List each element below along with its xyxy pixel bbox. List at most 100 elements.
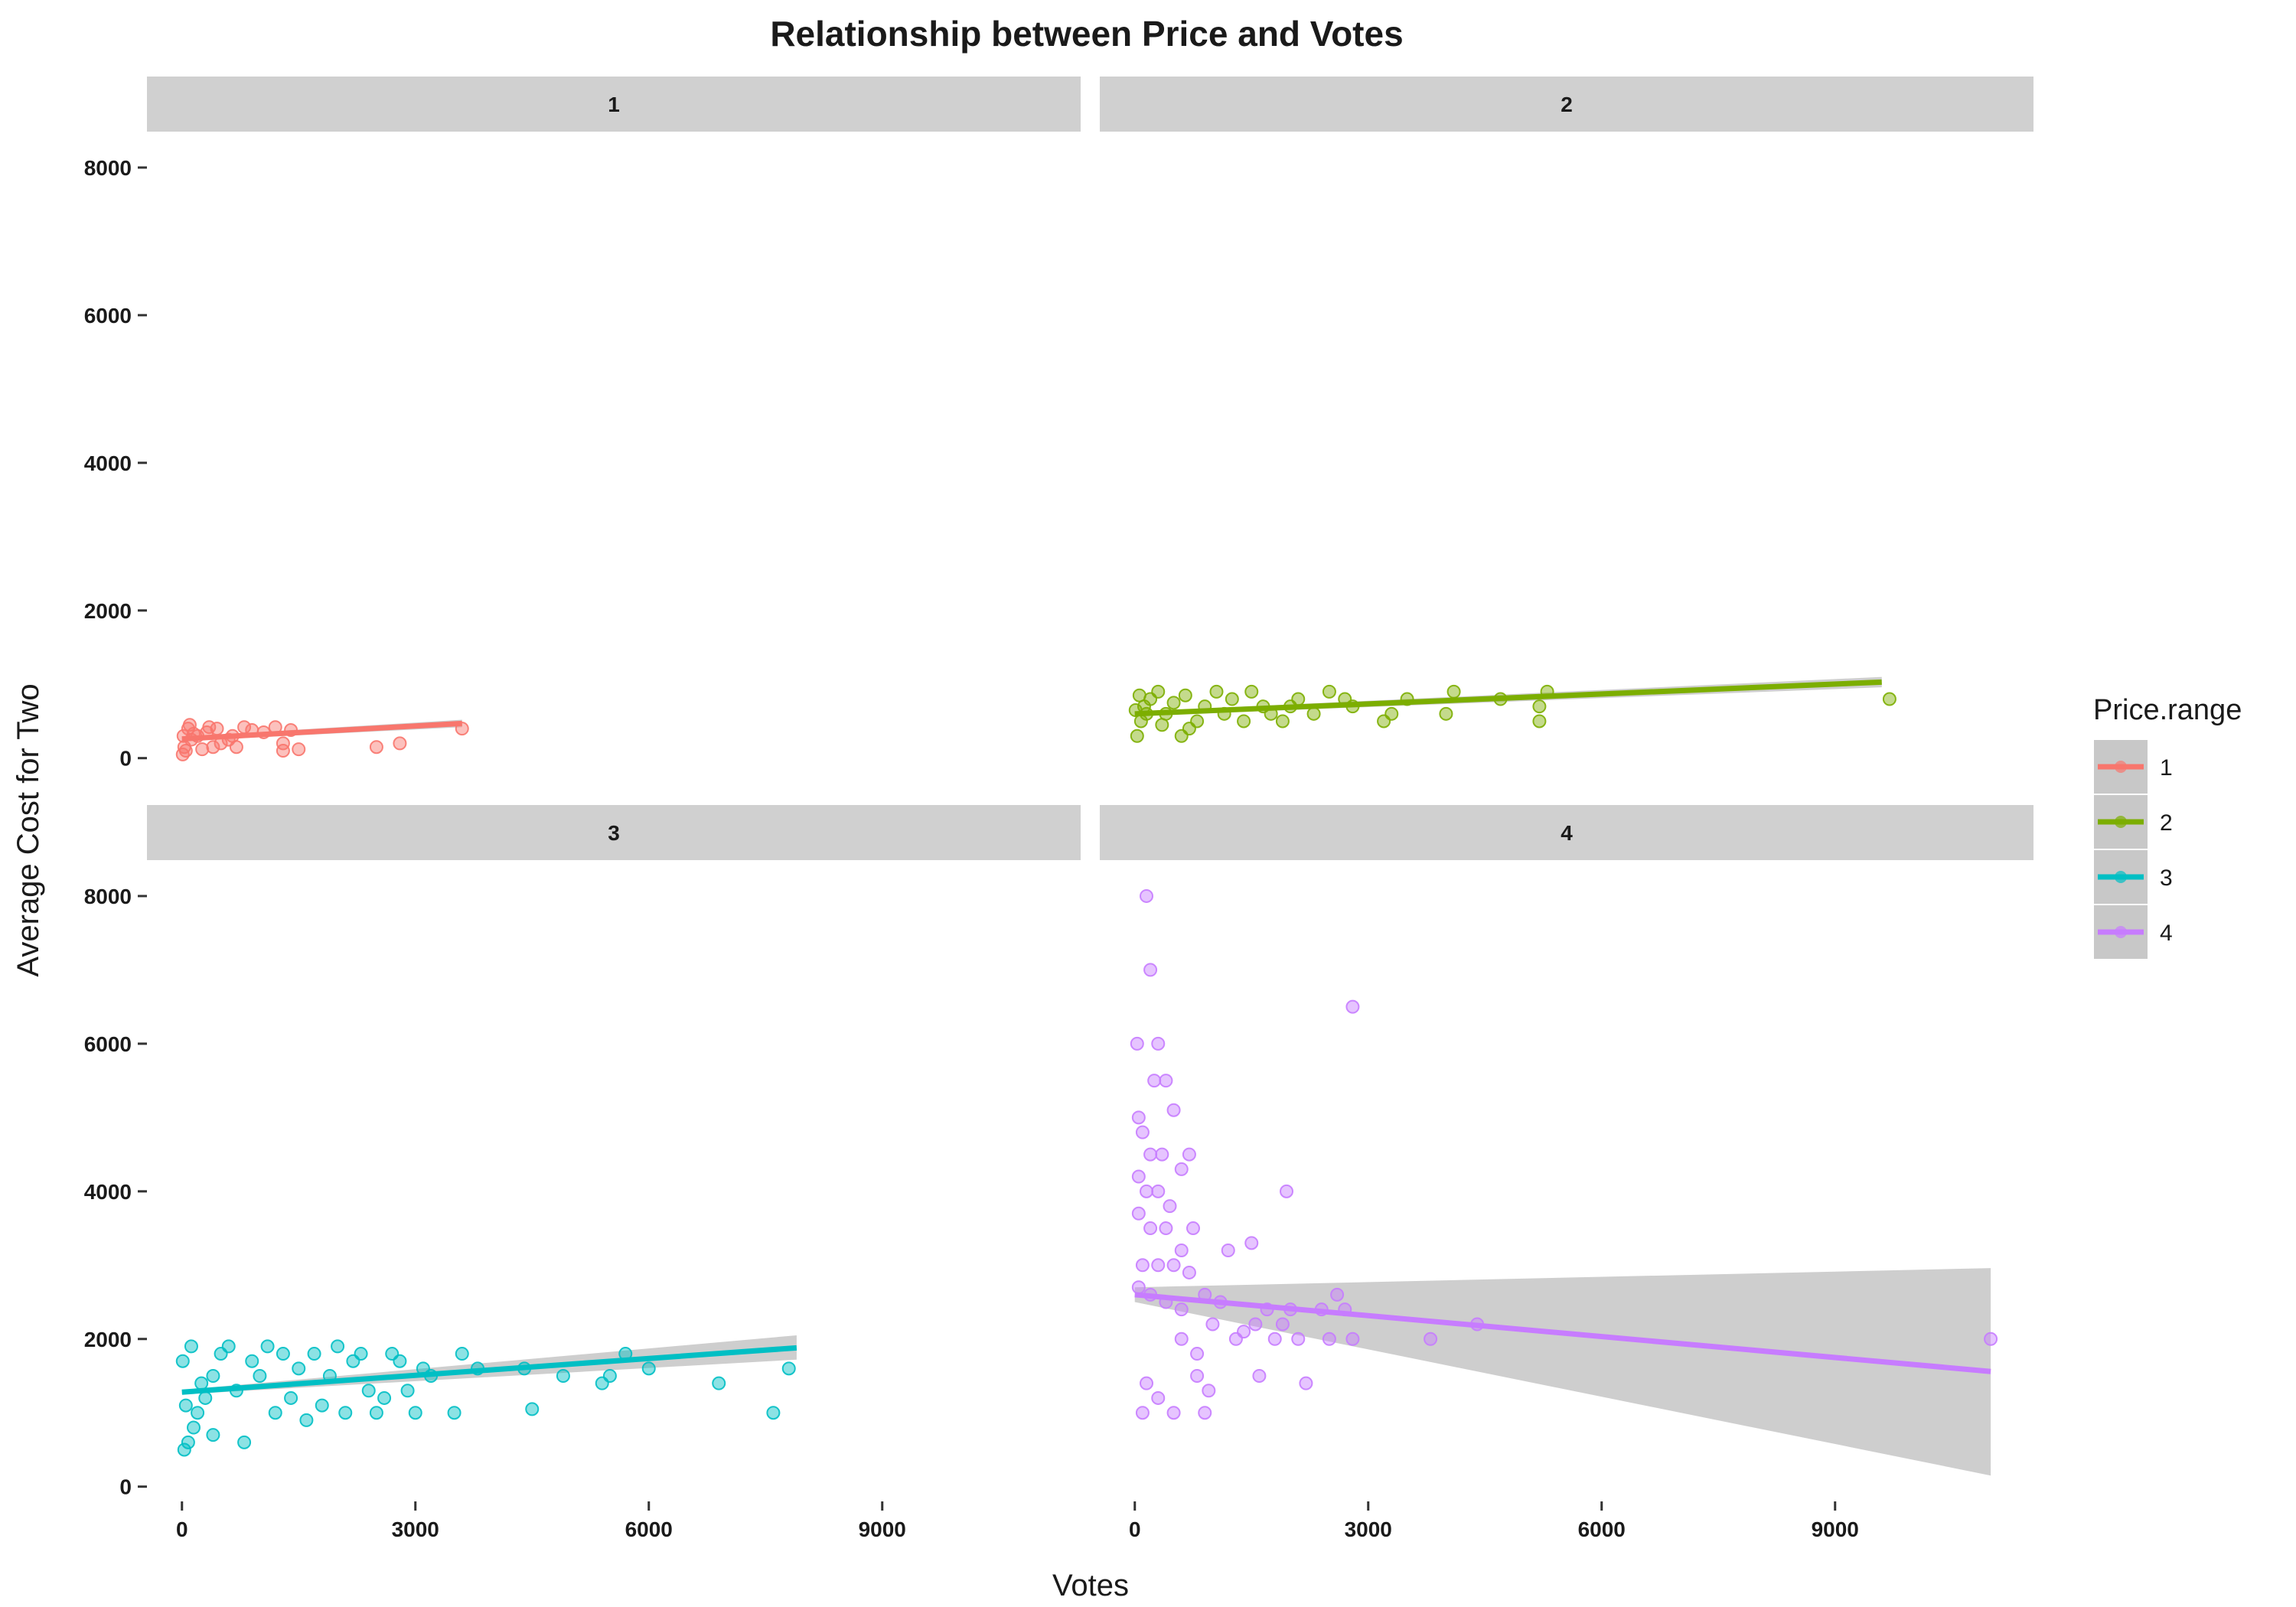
- legend-label: 4: [2160, 921, 2173, 946]
- data-point: [1140, 1184, 1153, 1198]
- facet-strip-label: 1: [608, 93, 620, 116]
- data-point: [1132, 688, 1146, 702]
- data-point: [237, 1435, 252, 1449]
- legend-key-point: [2115, 761, 2127, 773]
- data-point: [1131, 1169, 1146, 1184]
- data-point: [1130, 729, 1144, 743]
- data-point: [1174, 1332, 1189, 1346]
- data-point: [307, 1347, 321, 1361]
- data-point: [1143, 963, 1158, 977]
- data-point: [1439, 706, 1453, 721]
- confidence-band: [1134, 1268, 1991, 1476]
- data-point: [206, 1369, 220, 1383]
- data-point: [712, 1376, 726, 1390]
- data-point: [1131, 1280, 1146, 1295]
- data-point: [198, 1390, 213, 1405]
- y-tick-label: 0: [119, 1475, 132, 1499]
- facet-panel-4: 4: [1100, 805, 2033, 1476]
- data-point: [1190, 1347, 1205, 1361]
- data-point: [1244, 684, 1259, 699]
- facet-strip-label: 2: [1561, 93, 1573, 116]
- data-point: [206, 740, 220, 755]
- data-point: [1140, 888, 1153, 903]
- data-point: [361, 1384, 376, 1398]
- y-tick-label: 8000: [84, 885, 132, 908]
- data-point: [1532, 714, 1547, 729]
- data-point: [184, 1339, 198, 1354]
- axes: 0 2000 4000 6000 8000 0 2000 4000 6000 8000 0 3000 6…: [84, 156, 1859, 1541]
- data-point: [1174, 1302, 1189, 1317]
- data-point: [292, 742, 306, 757]
- data-point: [1190, 1369, 1205, 1383]
- facet-strip-label: 4: [1561, 821, 1573, 845]
- data-point: [1182, 1265, 1196, 1279]
- data-point: [1209, 684, 1224, 699]
- data-point: [377, 1390, 392, 1405]
- data-point: [393, 736, 407, 751]
- data-point: [1131, 1110, 1146, 1125]
- data-point: [1151, 1258, 1166, 1273]
- legend-label: 3: [2160, 865, 2173, 891]
- data-point: [1237, 714, 1251, 729]
- x-tick-label: 0: [176, 1517, 188, 1541]
- data-point: [1306, 706, 1321, 721]
- data-point: [175, 747, 190, 761]
- data-point: [1345, 999, 1360, 1014]
- data-point: [276, 744, 290, 758]
- y-axis-title: Average Cost for Two: [11, 683, 45, 976]
- facet-panels: 1 2 3 4: [147, 77, 2033, 1476]
- data-point: [1532, 699, 1547, 714]
- data-point: [1275, 1317, 1290, 1332]
- data-point: [1178, 688, 1192, 702]
- data-point: [1225, 692, 1239, 706]
- data-point: [1159, 1074, 1173, 1088]
- data-point: [408, 1406, 422, 1420]
- data-point: [181, 1435, 195, 1449]
- facet-strip: [1100, 805, 2033, 860]
- y-tick-label: 6000: [84, 304, 132, 328]
- data-point: [1159, 1221, 1173, 1236]
- data-point: [253, 1369, 267, 1383]
- data-point: [221, 1339, 236, 1354]
- data-point: [1155, 1147, 1169, 1162]
- data-point: [1198, 1406, 1212, 1420]
- data-point: [194, 1376, 209, 1390]
- data-point: [315, 1398, 329, 1413]
- data-point: [206, 1428, 220, 1442]
- data-point: [1140, 1376, 1153, 1390]
- legend-label: 1: [2160, 755, 2173, 781]
- data-point: [1135, 1258, 1150, 1273]
- data-point: [338, 1406, 353, 1420]
- data-point: [766, 1406, 781, 1420]
- y-tick-label: 0: [119, 747, 132, 771]
- data-point: [1984, 1332, 1998, 1346]
- x-tick-label: 3000: [392, 1517, 439, 1541]
- data-point: [1147, 1074, 1162, 1088]
- data-point: [1291, 692, 1306, 706]
- legend-key-point: [2115, 816, 2127, 828]
- data-point: [260, 1339, 275, 1354]
- data-point: [369, 1406, 383, 1420]
- data-point: [447, 1406, 461, 1420]
- data-point: [245, 1354, 259, 1368]
- facet-panel-1: 1: [147, 77, 1081, 761]
- y-tick-label: 4000: [84, 451, 132, 475]
- trend-line: [1134, 679, 1882, 717]
- data-point: [292, 1361, 306, 1376]
- data-point: [393, 1354, 407, 1368]
- data-point: [191, 1406, 205, 1420]
- data-point: [1345, 1332, 1360, 1346]
- data-point: [1280, 1184, 1293, 1198]
- data-point: [331, 1339, 345, 1354]
- facet-strip-label: 3: [608, 821, 620, 845]
- data-point: [1291, 1332, 1306, 1346]
- data-point: [1267, 1332, 1282, 1346]
- data-point: [182, 718, 197, 732]
- legend: Price.range 1 2 3 4: [2092, 694, 2242, 960]
- data-point: [400, 1384, 415, 1398]
- data-point: [276, 736, 290, 751]
- data-point: [177, 1442, 191, 1457]
- chart-title: Relationship between Price and Votes: [770, 14, 1403, 54]
- data-point: [781, 1361, 796, 1376]
